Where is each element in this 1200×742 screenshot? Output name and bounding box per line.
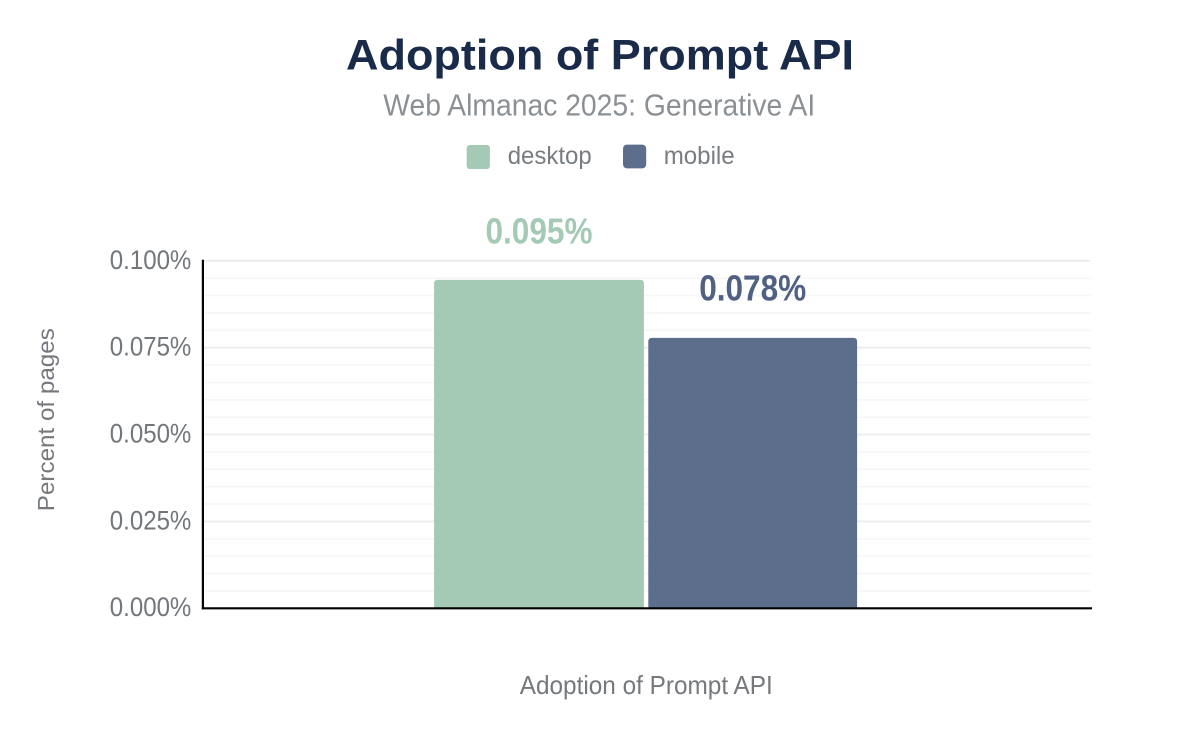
- svg-text:0.050%: 0.050%: [110, 419, 192, 449]
- svg-text:mobile: mobile: [664, 142, 735, 170]
- svg-text:0.025%: 0.025%: [110, 505, 192, 535]
- svg-text:0.095%: 0.095%: [486, 211, 593, 252]
- svg-text:0.000%: 0.000%: [110, 592, 192, 622]
- svg-text:Web Almanac 2025: Generative A: Web Almanac 2025: Generative AI: [383, 87, 815, 122]
- svg-text:0.078%: 0.078%: [699, 268, 806, 309]
- svg-text:0.100%: 0.100%: [110, 245, 192, 275]
- svg-text:Percent of pages: Percent of pages: [33, 328, 59, 511]
- svg-text:Adoption of Prompt API: Adoption of Prompt API: [520, 670, 773, 700]
- svg-text:0.075%: 0.075%: [110, 332, 192, 362]
- svg-text:Adoption of Prompt API: Adoption of Prompt API: [346, 31, 854, 79]
- svg-text:desktop: desktop: [508, 142, 592, 170]
